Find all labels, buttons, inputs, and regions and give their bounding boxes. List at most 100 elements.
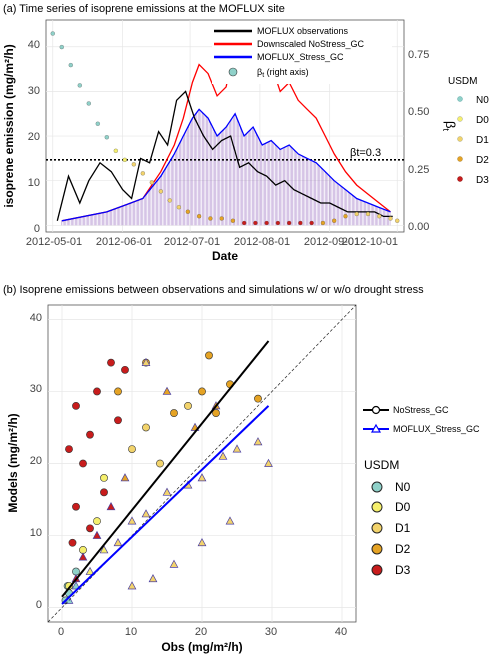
- b-point-stress-26: [141, 357, 151, 366]
- b-legend: NoStress_GC MOFLUX_Stress_GC: [363, 405, 480, 434]
- a-beta-point-15: [185, 209, 190, 214]
- a-y2tick-075: 0.75: [408, 49, 429, 61]
- a-beta-point-13: [167, 198, 172, 203]
- b-point-stress-22: [106, 501, 116, 511]
- a-y2tick-0: 0.00: [408, 221, 429, 233]
- b-ytick-40: 40: [30, 312, 42, 324]
- a-line-obs: [56, 90, 393, 221]
- b-point-stress-4: [113, 538, 123, 547]
- b-point-stress-23: [92, 530, 102, 539]
- a-xtick-jul: 2012-07-01: [164, 236, 220, 248]
- a-beta-point-16: [196, 214, 202, 219]
- b-point-nostress-19: [212, 409, 220, 417]
- b-point-stress-2: [85, 566, 95, 575]
- a-legend-stress: MOFLUX_Stress_GC: [257, 52, 344, 62]
- a-x-axis-label: Date: [212, 249, 238, 263]
- b-point-nostress-10: [156, 459, 164, 468]
- a-beta-point-23: [275, 220, 281, 226]
- b-xtick-20: 20: [195, 626, 207, 638]
- a-beta-point-28: [332, 218, 337, 223]
- b-point-nostress-26: [79, 459, 87, 468]
- a-usdm-swatch-d2: [457, 156, 463, 162]
- b-point-nostress-28: [72, 502, 80, 511]
- b-point-stress-6: [141, 509, 151, 518]
- a-beta-point-29: [343, 214, 348, 219]
- a-legend-obs: MOFLUX observations: [257, 26, 349, 36]
- a-beta-point-2: [68, 62, 73, 68]
- b-usdm-d1: D1: [395, 521, 411, 535]
- a-beta-point-30: [354, 211, 359, 217]
- b-point-nostress-12: [198, 387, 206, 396]
- b-ytick-20: 20: [30, 455, 42, 467]
- a-legend-swatch-beta: [228, 67, 238, 77]
- a-usdm-d0: D0: [476, 115, 489, 126]
- a-usdm-swatch-d1: [457, 136, 463, 142]
- b-legend-stress: MOFLUX_Stress_GC: [393, 424, 480, 434]
- a-usdm-n0: N0: [476, 95, 489, 106]
- a-usdm-swatch-n0: [457, 96, 463, 102]
- b-point-nostress-29: [86, 524, 94, 533]
- b-point-stress-21: [120, 473, 130, 482]
- a-ytick-40: 40: [28, 39, 40, 51]
- a-beta-point-25: [298, 220, 303, 226]
- b-xtick-40: 40: [335, 626, 347, 638]
- a-xtick-sep: 2012-09-01: [304, 236, 360, 248]
- a-beta-point-12: [158, 189, 163, 194]
- b-usdm-swatch-d3: [371, 564, 383, 576]
- a-beta-point-1: [59, 44, 64, 50]
- a-beta-point-27: [320, 220, 326, 226]
- b-usdm-d0: D0: [395, 500, 411, 514]
- a-beta-point-6: [104, 135, 109, 140]
- b-fit-line-nostress: [61, 340, 270, 598]
- a-xtick-aug: 2012-08-01: [234, 236, 290, 248]
- a-beta-point-19: [230, 218, 236, 223]
- b-legend-marker-stress: [370, 423, 382, 433]
- a-y-axis-label: isoprene emission (mg/m²/h): [2, 44, 16, 207]
- a-usdm-legend: USDM N0 D0 D1 D2 D3: [448, 76, 489, 186]
- b-ytick-30: 30: [30, 383, 42, 395]
- b-point-stress-3: [99, 545, 109, 554]
- b-y-axis-label: Models (mg/m²/h): [6, 413, 20, 512]
- panel-a-beta-points: [50, 31, 400, 226]
- b-point-stress-16: [169, 559, 179, 568]
- a-usdm-swatch-d3: [457, 176, 463, 182]
- a-usdm-title: USDM: [448, 76, 477, 87]
- b-point-nostress-22: [107, 358, 115, 367]
- b-ytick-0: 0: [36, 599, 42, 611]
- b-point-nostress-24: [65, 445, 73, 453]
- a-legend-beta: βt (right axis): [257, 67, 309, 79]
- panel-a-threshold: βt=0.3: [46, 147, 404, 161]
- b-usdm-title: USDM: [364, 458, 399, 472]
- b-point-nostress-6: [93, 517, 101, 526]
- b-point-stress-9: [197, 473, 207, 482]
- b-point-stress-27: [162, 386, 172, 395]
- a-beta-point-7: [113, 148, 118, 153]
- a-beta-point-34: [395, 218, 400, 223]
- b-point-nostress-25: [121, 365, 129, 374]
- a-usdm-swatch-d0: [457, 116, 463, 122]
- a-beta-point-3: [77, 83, 82, 88]
- b-point-nostress-7: [100, 474, 108, 482]
- a-usdm-d2: D2: [476, 155, 489, 166]
- b-fit-line-stress: [61, 405, 270, 605]
- b-usdm-swatch-n0: [371, 481, 383, 493]
- b-x-axis-label: Obs (mg/m²/h): [161, 640, 242, 654]
- b-legend-marker-nostress: [371, 405, 381, 415]
- panel-a: (a) Time series of isoprene emissions at…: [2, 3, 489, 263]
- b-point-nostress-13: [170, 409, 178, 417]
- b-usdm-d2: D2: [395, 542, 411, 556]
- a-ytick-20: 20: [28, 131, 40, 143]
- b-point-nostress-21: [93, 387, 101, 396]
- b-usdm-swatch-d2: [371, 543, 383, 555]
- a-beta-point-14: [176, 205, 181, 210]
- a-beta-point-24: [287, 220, 292, 226]
- b-usdm-d3: D3: [395, 563, 411, 577]
- b-point-nostress-20: [72, 401, 80, 410]
- a-beta-point-21: [253, 220, 258, 226]
- a-legend-nostress: Downscaled NoStress_GC: [257, 39, 365, 49]
- b-point-stress-12: [253, 437, 263, 446]
- a-usdm-d3: D3: [476, 175, 489, 186]
- a-ytick-0: 0: [34, 223, 40, 235]
- a-beta-point-20: [241, 220, 247, 226]
- a-beta-point-33: [388, 216, 393, 221]
